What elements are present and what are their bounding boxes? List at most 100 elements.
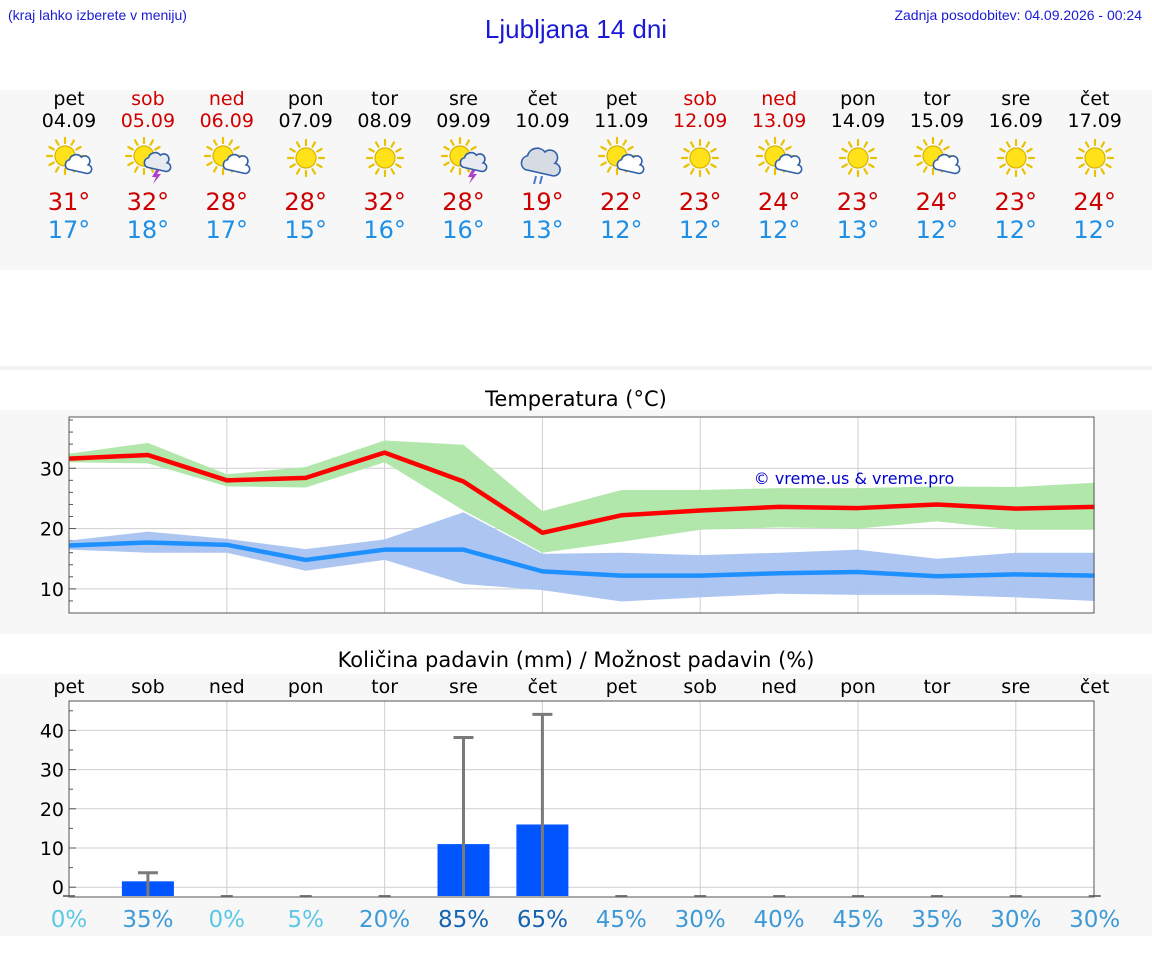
- day-axis-label: čet: [1080, 676, 1110, 698]
- max-temperature: 32°: [126, 188, 170, 216]
- weather-icon: [440, 136, 487, 184]
- day-name: tor: [371, 88, 399, 110]
- precipitation-probability: 20%: [359, 907, 410, 933]
- sun-cloud-icon: [203, 136, 251, 176]
- precipitation-chart-title: Količina padavin (mm) / Možnost padavin …: [337, 648, 815, 672]
- day-date: 08.09: [357, 110, 412, 132]
- sun-icon: [996, 138, 1035, 178]
- y-tick-label: 40: [40, 720, 64, 742]
- precipitation-probability: 30%: [990, 907, 1041, 933]
- min-temperature: 16°: [442, 216, 485, 244]
- day-date: 14.09: [830, 110, 886, 132]
- day-axis-label: sre: [1001, 676, 1030, 698]
- min-temperature: 13°: [836, 216, 880, 244]
- precipitation-probability: 40%: [754, 907, 805, 933]
- precipitation-plot-area: [69, 701, 1094, 897]
- day-date: 06.09: [199, 110, 254, 132]
- precipitation-probability: 65%: [517, 907, 568, 933]
- weather-icon: [521, 147, 562, 185]
- sun-icon: [365, 138, 404, 178]
- min-temperature: 18°: [126, 216, 170, 244]
- day-name: sob: [131, 88, 165, 110]
- day-name: sre: [1001, 88, 1031, 110]
- day-date: 05.09: [120, 110, 176, 132]
- day-axis-label: pon: [288, 676, 324, 698]
- temperature-chart: 10 20 30 © vreme.us & vreme.pro: [40, 416, 1095, 614]
- day-column: pon 14.09 23° 13°: [818, 88, 898, 244]
- day-date: 12.09: [672, 110, 728, 132]
- min-temperature: 13°: [521, 216, 564, 244]
- max-temperature: 23°: [678, 188, 722, 216]
- forecast-strip: [0, 90, 1152, 270]
- day-column: pon 07.09 28° 15°: [266, 88, 346, 244]
- divider: [0, 366, 1152, 370]
- sun-cloud-icon: [598, 136, 645, 176]
- y-tick-label: 30: [40, 458, 64, 480]
- day-name: čet: [527, 88, 558, 110]
- weather-icon: [124, 136, 172, 184]
- precipitation-probability: 45%: [832, 907, 883, 933]
- min-temperature: 12°: [915, 216, 959, 244]
- day-axis-label: tor: [923, 676, 950, 698]
- max-temperature: 19°: [521, 188, 564, 216]
- day-date: 09.09: [436, 110, 491, 132]
- day-column: tor 08.09 32° 16°: [345, 88, 425, 244]
- min-temperature-range: [69, 512, 1095, 602]
- y-tick-label: 10: [40, 838, 64, 860]
- max-temperature: 28°: [205, 188, 249, 216]
- day-axis-label: sob: [683, 676, 717, 698]
- sun-cloud-icon: [755, 136, 803, 176]
- max-temperature: 24°: [915, 188, 959, 216]
- max-temperature: 23°: [836, 188, 880, 216]
- min-temperature: 15°: [284, 216, 327, 244]
- day-name: ned: [761, 88, 797, 110]
- max-temperature: 23°: [994, 188, 1038, 216]
- temperature-plot-border: [68, 416, 1095, 614]
- min-temperature-line: [68, 540, 1095, 579]
- sun-icon: [1075, 138, 1114, 178]
- y-tick-label: 20: [40, 799, 64, 821]
- max-temperature: 22°: [600, 188, 643, 216]
- min-temperature: 17°: [205, 216, 249, 244]
- day-name: sob: [683, 88, 717, 110]
- min-temperature: 12°: [757, 216, 801, 244]
- day-column: ned 06.09 28° 17°: [187, 88, 267, 244]
- sun-cloud-thunder-icon: [440, 136, 487, 184]
- sun-cloud-icon: [913, 136, 961, 176]
- day-axis-label: sre: [449, 676, 478, 698]
- day-name: tor: [923, 88, 951, 110]
- min-temperature: 12°: [600, 216, 643, 244]
- day-name: čet: [1079, 88, 1110, 110]
- precipitation-plot-border: [68, 700, 1095, 898]
- day-column: sob 12.09 23° 12°: [660, 88, 740, 244]
- day-name: pon: [287, 88, 324, 110]
- sun-cloud-icon: [45, 136, 93, 176]
- day-axis-label: sob: [131, 676, 165, 698]
- precipitation-probability: 30%: [675, 907, 726, 933]
- sun-icon: [681, 138, 720, 178]
- precipitation-probability: 5%: [287, 907, 324, 933]
- precipitation-probability: 45%: [596, 907, 647, 933]
- min-temperature: 12°: [678, 216, 722, 244]
- precipitation-probability: 35%: [122, 907, 173, 933]
- min-temperature: 12°: [1073, 216, 1116, 244]
- day-date: 07.09: [278, 110, 333, 132]
- day-date: 16.09: [988, 110, 1043, 132]
- day-column: sob 05.09 32° 18°: [108, 88, 188, 244]
- sun-icon: [286, 138, 325, 178]
- y-tick-label: 10: [40, 579, 64, 601]
- max-temperature-range: [69, 440, 1095, 553]
- day-axis-label: pet: [606, 676, 637, 698]
- weather-icon: [365, 138, 404, 178]
- weather-icon: [681, 138, 720, 178]
- max-temperature: 32°: [363, 188, 406, 216]
- y-tick-label: 20: [40, 519, 64, 541]
- day-axis-label: pon: [840, 676, 876, 698]
- max-temperature-line: [68, 450, 1095, 536]
- weather-icon: [598, 136, 645, 176]
- day-axis-label: ned: [761, 676, 797, 698]
- day-column: tor 15.09 24° 12°: [897, 88, 977, 244]
- min-temperature: 16°: [363, 216, 406, 244]
- weather-icon: [203, 136, 251, 176]
